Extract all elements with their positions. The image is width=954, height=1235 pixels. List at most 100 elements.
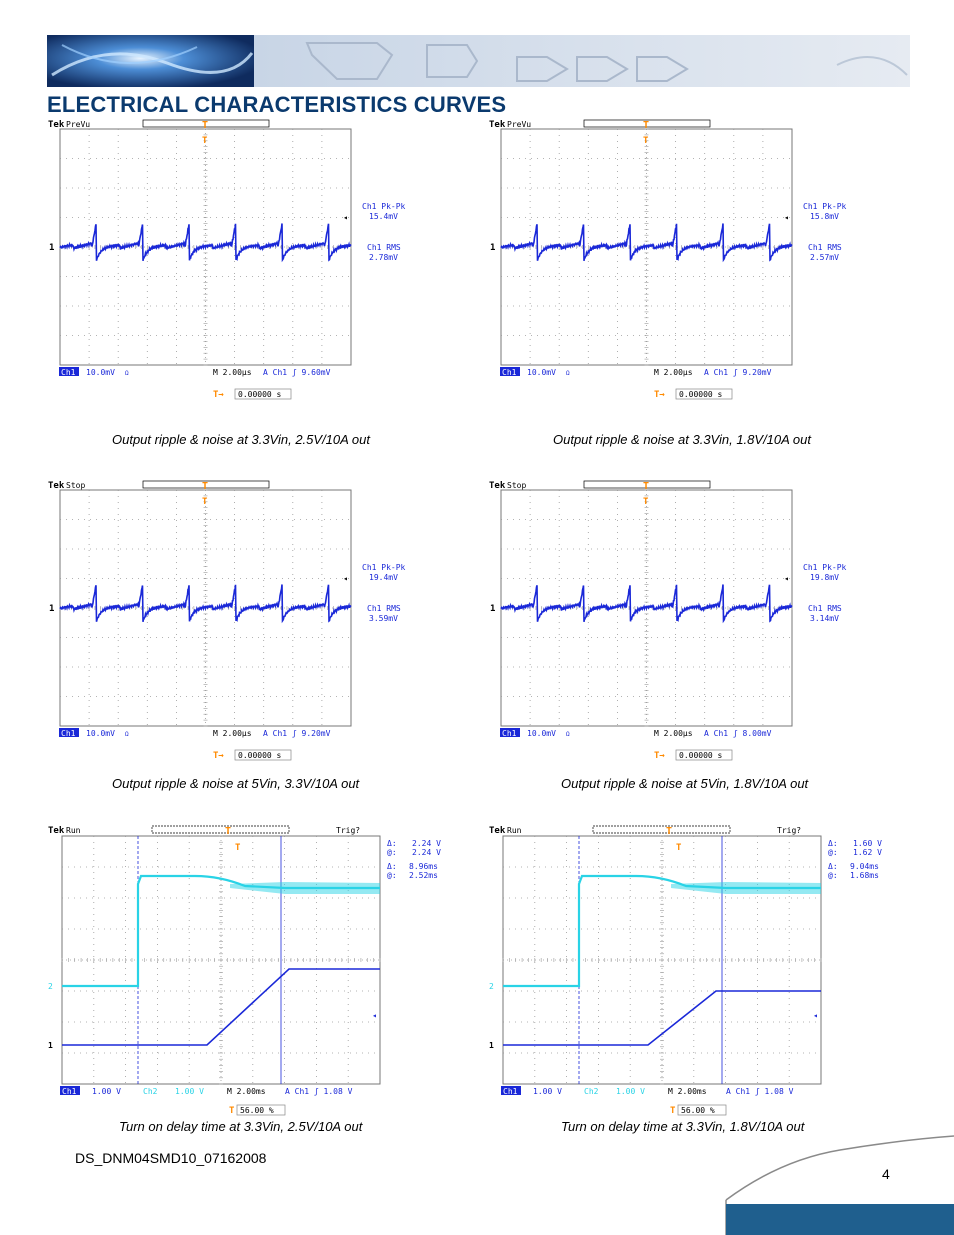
trigger-level-marker: ◂ bbox=[813, 1011, 818, 1020]
ch1-waveform bbox=[503, 990, 821, 1046]
ch1-badge-label: Ch1 bbox=[61, 729, 76, 738]
caption-scope-2: Output ripple & noise at 3.3Vin, 1.8V/10… bbox=[553, 432, 812, 447]
delta-v-label: Δ: bbox=[828, 839, 838, 848]
ch1-waveform bbox=[62, 968, 380, 1046]
caption-scope-1: Output ripple & noise at 3.3Vin, 2.5V/10… bbox=[112, 432, 371, 447]
ch1-scale: 1.00 V bbox=[92, 1087, 121, 1096]
trigger-marker: T bbox=[643, 120, 649, 131]
ch1-coupling-icon: Ω bbox=[125, 731, 129, 738]
ch2-scale: 1.00 V bbox=[175, 1087, 204, 1096]
ch1-ground-marker: 1 bbox=[48, 1041, 53, 1050]
ch2-badge-label: Ch2 bbox=[143, 1087, 158, 1096]
timebase: M 2.00μs bbox=[654, 368, 693, 377]
delta-t-label: Δ: bbox=[387, 862, 397, 871]
acq-mode: Run bbox=[507, 826, 522, 835]
measurement-1-label: Ch1 Pk-Pk bbox=[803, 563, 847, 572]
ch1-waveform bbox=[59, 584, 352, 624]
trigger-info: A Ch1 ʃ 1.08 V bbox=[285, 1087, 353, 1096]
at-v-label: @: bbox=[387, 848, 397, 857]
record-bar bbox=[583, 119, 711, 128]
delta-t-label: Δ: bbox=[828, 862, 838, 871]
document-id: DS_DNM04SMD10_07162008 bbox=[75, 1150, 267, 1166]
measurement-2-value: 3.14mV bbox=[810, 614, 839, 623]
trigger-info: A Ch1 ʃ 9.20mV bbox=[704, 368, 772, 377]
trigger-marker: T bbox=[202, 120, 208, 131]
ch1-scale: 10.0mV bbox=[527, 729, 556, 738]
timebase: M 2.00μs bbox=[213, 368, 252, 377]
tek-logo: Tek bbox=[489, 481, 506, 491]
ch2-noise-band bbox=[230, 882, 380, 894]
acq-mode: Stop bbox=[507, 481, 526, 490]
at-t-value: 2.52ms bbox=[409, 871, 438, 880]
trigger-position-marker: T bbox=[202, 136, 208, 146]
scope-ripple-5vin-3v3out: Tek Stop T T 1 ◂ Ch1 Pk-Pk 19.4mV Ch1 RMS 3.59mV C… bbox=[45, 478, 420, 764]
ch1-badge-label: Ch1 bbox=[503, 1087, 518, 1096]
at-t-label: @: bbox=[387, 871, 397, 880]
measurement-1-label: Ch1 Pk-Pk bbox=[803, 202, 847, 211]
record-bar bbox=[592, 825, 731, 834]
trigger-position-box bbox=[677, 1104, 727, 1116]
ch1-badge bbox=[59, 728, 79, 737]
trigger-level-marker: ◂ bbox=[784, 574, 789, 583]
ch2-badge-label: Ch2 bbox=[584, 1087, 599, 1096]
trigger-level-marker: ◂ bbox=[343, 574, 348, 583]
at-v-label: @: bbox=[828, 848, 838, 857]
record-bar bbox=[583, 480, 711, 489]
ch1-badge-label: Ch1 bbox=[62, 1087, 77, 1096]
scope-ripple-3v3in-2v5out: Tek PreVu T T 1 ◂ Ch1 Pk-Pk 15.4mV Ch1 RMS 2.78mV… bbox=[45, 117, 420, 403]
trigger-position: 0.00000 s bbox=[238, 390, 282, 399]
measurement-2-label: Ch1 RMS bbox=[808, 243, 842, 252]
at-t-value: 1.68ms bbox=[850, 871, 879, 880]
trigger-info: A Ch1 ʃ 9.20mV bbox=[263, 729, 331, 738]
measurement-1-label: Ch1 Pk-Pk bbox=[362, 563, 406, 572]
ch1-badge bbox=[500, 367, 520, 376]
caption-scope-3: Output ripple & noise at 5Vin, 3.3V/10A … bbox=[112, 776, 360, 791]
trigger-position-box bbox=[675, 388, 733, 400]
scope-ripple-3v3in-1v8out: Tek PreVu T T 1 ◂ Ch1 Pk-Pk 15.8mV Ch1 RMS 2.57mV… bbox=[486, 117, 861, 403]
ch2-ground-marker: 2 bbox=[48, 982, 53, 991]
tek-logo: Tek bbox=[489, 826, 506, 836]
at-v-value: 2.24 V bbox=[412, 848, 441, 857]
ch2-ground-marker: 2 bbox=[489, 982, 494, 991]
trigger-offset-icon: T→ bbox=[654, 751, 665, 761]
measurement-2-value: 2.57mV bbox=[810, 253, 839, 262]
measurement-2-value: 2.78mV bbox=[369, 253, 398, 262]
trigger-info: A Ch1 ʃ 1.08 V bbox=[726, 1087, 794, 1096]
trigger-offset-icon: T bbox=[229, 1106, 235, 1116]
at-v-value: 1.62 V bbox=[853, 848, 882, 857]
ch1-scale: 1.00 V bbox=[533, 1087, 562, 1096]
trigger-position-marker: T bbox=[643, 136, 649, 146]
delta-v-label: Δ: bbox=[387, 839, 397, 848]
timebase: M 2.00ms bbox=[227, 1087, 266, 1096]
trigger-marker: T bbox=[202, 481, 208, 492]
ch1-coupling-icon: Ω bbox=[566, 370, 570, 377]
ch1-ground-marker: 1 bbox=[49, 243, 54, 253]
trigger-position-box bbox=[234, 749, 292, 761]
tek-logo: Tek bbox=[489, 120, 506, 130]
timebase: M 2.00μs bbox=[654, 729, 693, 738]
trigger-offset-icon: T bbox=[670, 1106, 676, 1116]
ch1-waveform bbox=[500, 584, 793, 624]
trigger-position-box bbox=[675, 749, 733, 761]
measurement-1-value: 19.4mV bbox=[369, 573, 398, 582]
trigger-offset-icon: T→ bbox=[213, 751, 224, 761]
measurement-1-label: Ch1 Pk-Pk bbox=[362, 202, 406, 211]
ch1-ground-marker: 1 bbox=[490, 604, 495, 614]
trigger-status: Trig? bbox=[777, 826, 801, 835]
caption-scope-6: Turn on delay time at 3.3Vin, 1.8V/10A o… bbox=[561, 1119, 805, 1134]
caption-scope-5: Turn on delay time at 3.3Vin, 2.5V/10A o… bbox=[119, 1119, 363, 1134]
measurement-2-label: Ch1 RMS bbox=[808, 604, 842, 613]
trigger-position: 56.00 % bbox=[681, 1106, 715, 1115]
delta-v-value: 1.60 V bbox=[853, 839, 882, 848]
page-title: ELECTRICAL CHARACTERISTICS CURVES bbox=[47, 92, 507, 117]
ch1-badge bbox=[500, 728, 520, 737]
delta-v-value: 2.24 V bbox=[412, 839, 441, 848]
header-banner bbox=[47, 35, 910, 87]
tek-logo: Tek bbox=[48, 826, 65, 836]
ch1-badge-label: Ch1 bbox=[61, 368, 76, 377]
ch1-waveform bbox=[500, 223, 793, 263]
trigger-position-marker: T bbox=[235, 843, 241, 853]
record-bar bbox=[142, 480, 270, 489]
tek-logo: Tek bbox=[48, 481, 65, 491]
ch1-coupling-icon: Ω bbox=[125, 370, 129, 377]
